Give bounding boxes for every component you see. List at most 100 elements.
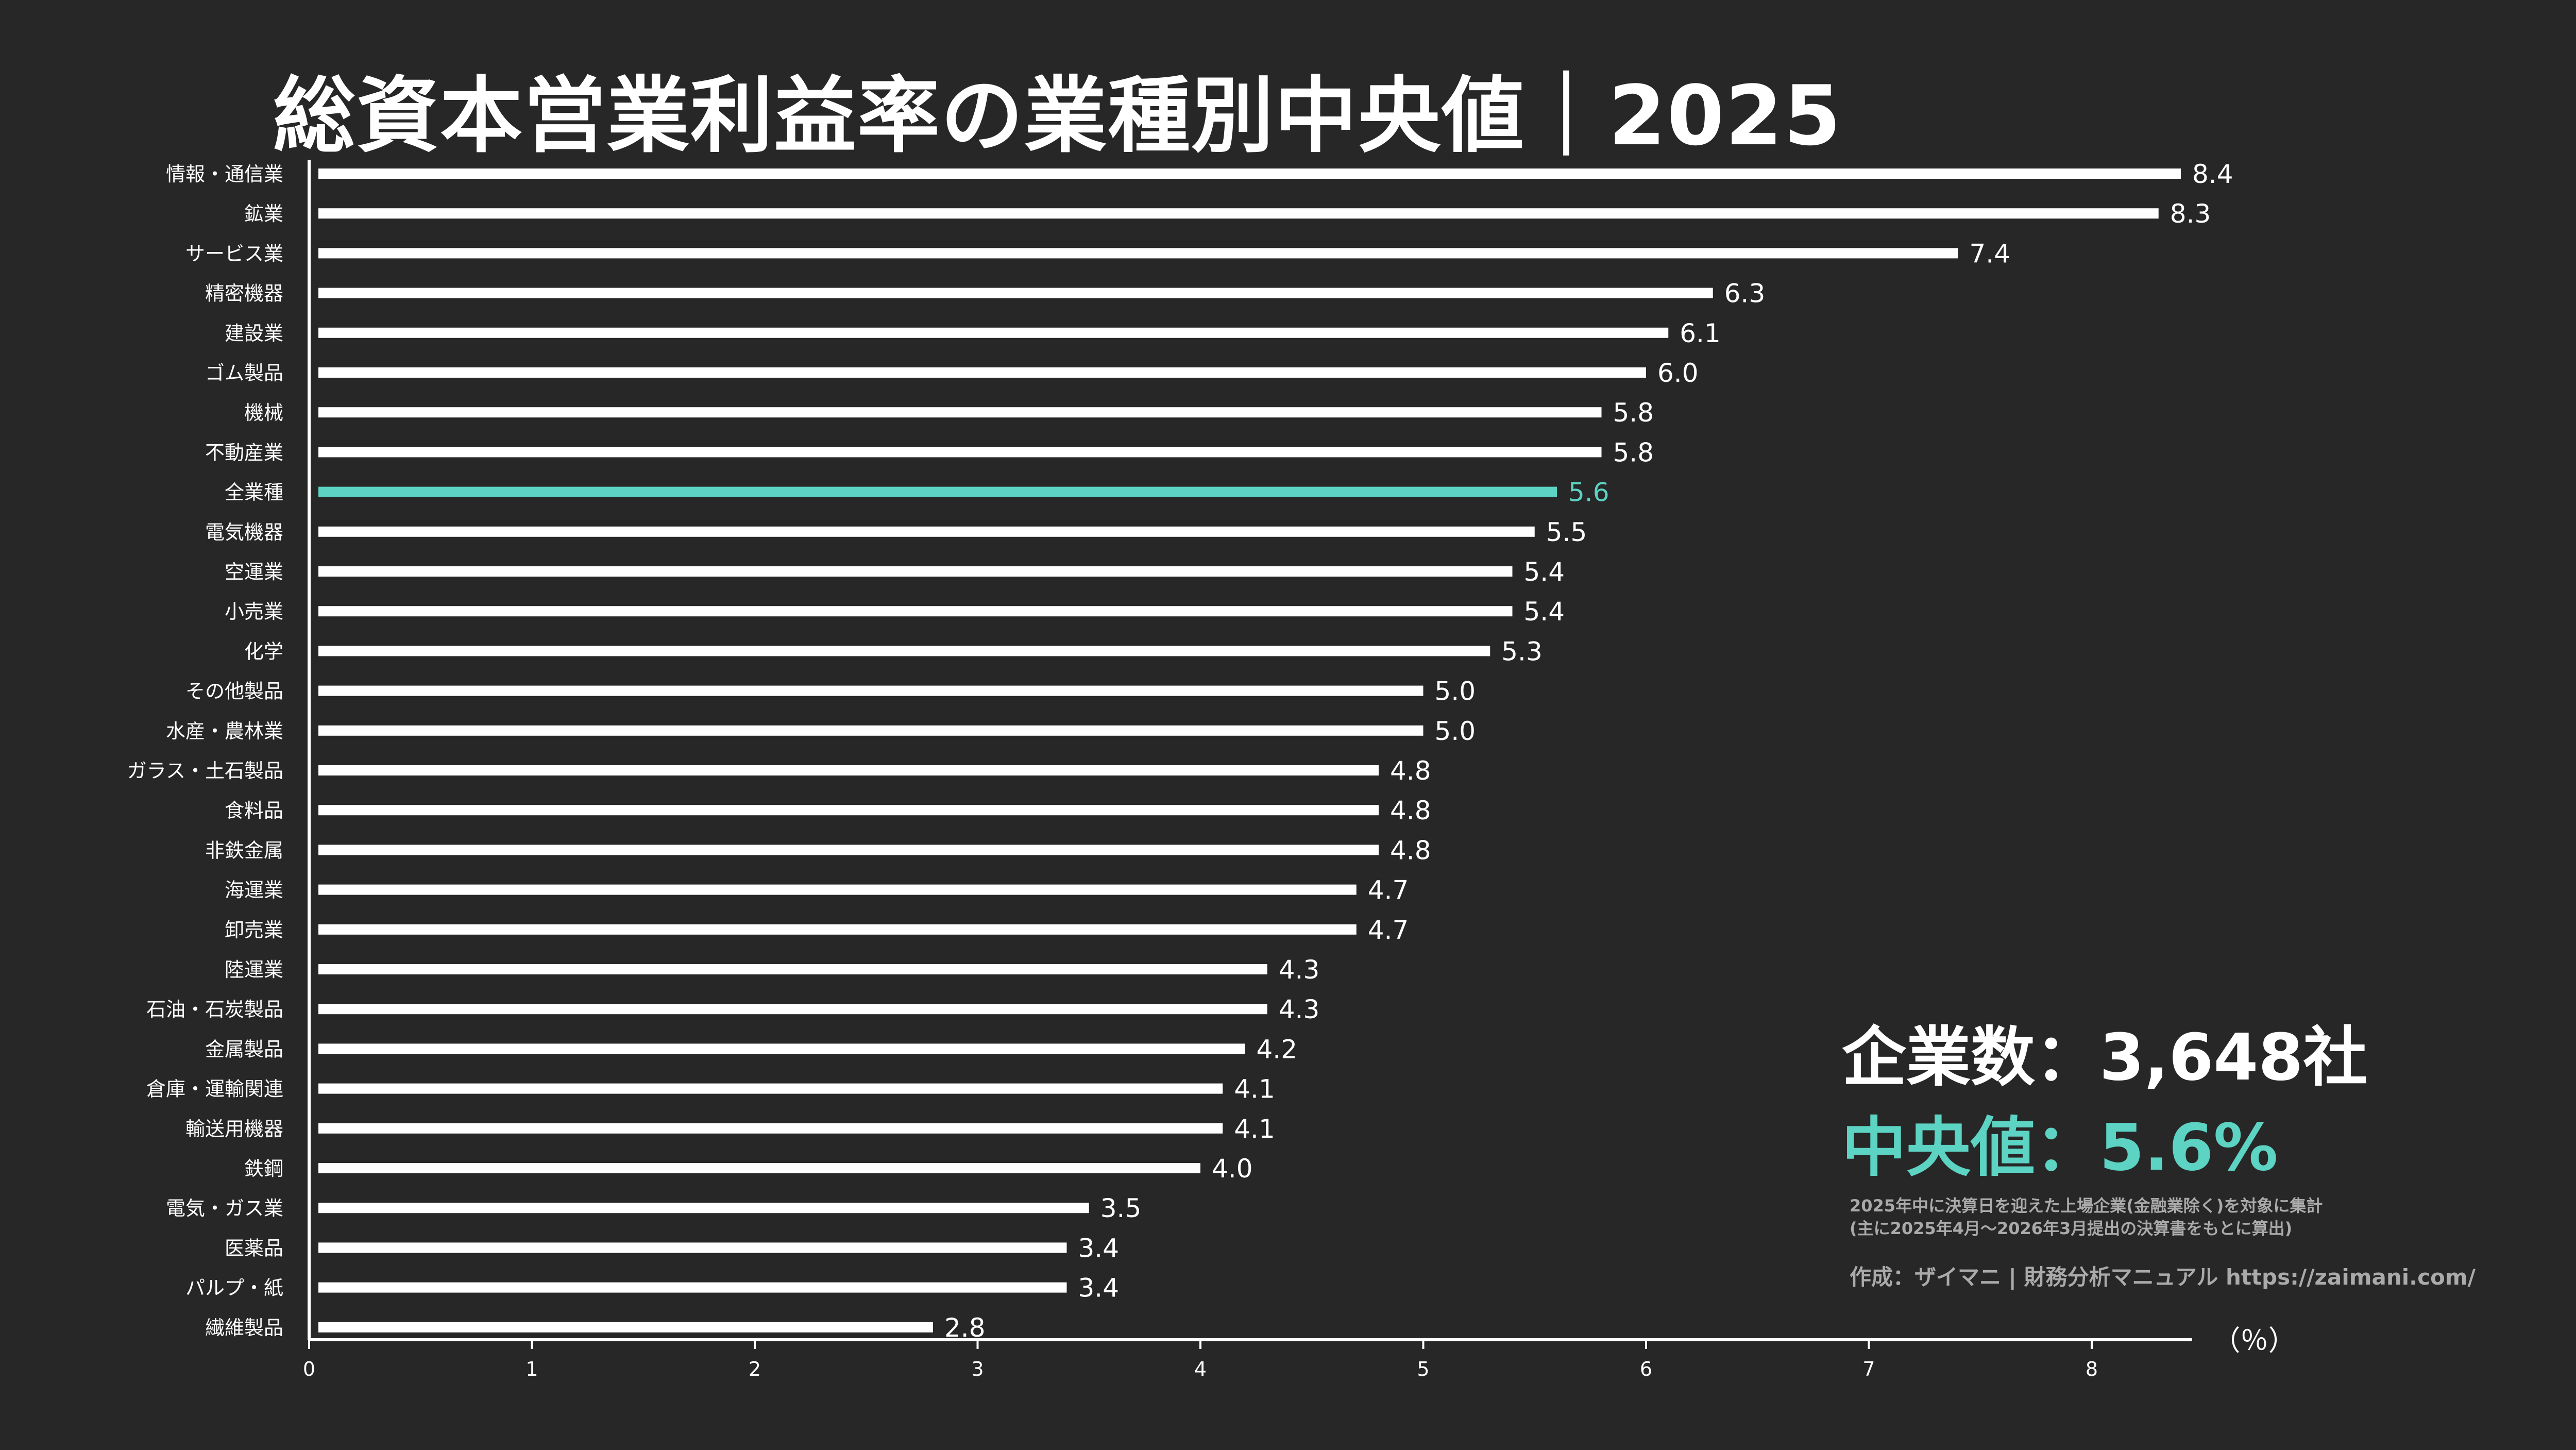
bar (318, 327, 1669, 338)
category-label: ガラス・土石製品 (127, 760, 283, 782)
value-label: 6.0 (1657, 358, 1699, 388)
bar (318, 288, 1713, 298)
category-label: 非鉄金属 (205, 839, 283, 862)
category-label: 食料品 (225, 799, 283, 822)
value-label: 2.8 (944, 1313, 986, 1343)
category-label: 鉱業 (244, 203, 283, 225)
bar (318, 1083, 1223, 1094)
value-label: 6.1 (1680, 318, 1721, 348)
bar (318, 208, 2159, 219)
bar (318, 447, 1602, 458)
category-label: 海運業 (225, 879, 283, 902)
bar (318, 765, 1379, 775)
x-tick-label: 3 (971, 1358, 984, 1380)
category-label: 石油・石炭製品 (146, 998, 283, 1021)
bar (318, 1282, 1067, 1293)
note-line-2: (主に2025年4月～2026年3月提出の決算書をもとに算出) (1850, 1219, 2293, 1238)
value-label: 3.4 (1078, 1233, 1120, 1263)
category-label: 全業種 (225, 481, 283, 504)
value-label: 4.2 (1257, 1034, 1298, 1064)
category-label: 卸売業 (225, 919, 283, 941)
bar (318, 924, 1357, 935)
median-value: 中央値：5.6% (1842, 1110, 2278, 1185)
value-label: 5.8 (1613, 437, 1654, 467)
category-label: 倉庫・運輸関連 (146, 1078, 283, 1101)
bar (318, 566, 1513, 577)
bar (318, 1203, 1089, 1213)
bar (318, 606, 1513, 617)
category-label: 鉄鋼 (244, 1157, 283, 1180)
category-label: 情報・通信業 (166, 163, 283, 186)
credit-text: 作成：ザイマニ | 財務分析マニュアル https://zaimani.com/ (1850, 1264, 2476, 1290)
value-label: 8.3 (2170, 199, 2211, 229)
value-label: 5.8 (1613, 398, 1654, 428)
bar (318, 1004, 1267, 1015)
value-label: 4.7 (1368, 875, 1409, 905)
x-axis-unit-label: （％） (2213, 1324, 2296, 1357)
category-label: 陸運業 (225, 958, 283, 981)
bar (318, 646, 1490, 656)
x-tick-label: 5 (1417, 1358, 1429, 1380)
x-tick-label: 4 (1194, 1358, 1207, 1380)
value-label: 5.0 (1435, 677, 1476, 706)
bar (318, 725, 1423, 736)
category-label: 輸送用機器 (185, 1118, 283, 1140)
value-label: 8.4 (2192, 159, 2233, 189)
bar (318, 884, 1357, 895)
value-label: 4.1 (1234, 1074, 1275, 1104)
x-tick-label: 2 (749, 1358, 761, 1380)
category-label: パルプ・紙 (185, 1277, 283, 1300)
value-label: 7.4 (1970, 239, 2011, 268)
value-label: 4.3 (1279, 955, 1320, 985)
value-label: 5.4 (1524, 597, 1565, 627)
category-label: 精密機器 (205, 282, 283, 305)
value-label: 4.7 (1368, 915, 1409, 945)
bar (318, 1242, 1067, 1253)
category-label: 小売業 (225, 600, 283, 623)
x-tick-label: 1 (526, 1358, 538, 1380)
category-label: 繊維製品 (205, 1317, 283, 1339)
value-label: 4.0 (1212, 1154, 1253, 1184)
bar (318, 964, 1267, 974)
value-label: 4.8 (1390, 796, 1431, 825)
category-label: その他製品 (185, 680, 283, 703)
bar (318, 486, 1557, 497)
category-label: 不動産業 (205, 441, 283, 464)
company-count: 企業数：3,648社 (1842, 1020, 2368, 1095)
value-label: 5.3 (1501, 636, 1543, 666)
bar (318, 805, 1379, 816)
x-tick-label: 7 (1862, 1358, 1875, 1380)
value-label: 4.1 (1234, 1114, 1275, 1144)
category-label: 機械 (244, 401, 283, 424)
bar (318, 367, 1646, 378)
bar (318, 1123, 1223, 1134)
value-label: 4.3 (1279, 994, 1320, 1024)
chart-title: 総資本営業利益率の業種別中央値｜2025 (273, 68, 1842, 164)
value-label: 5.5 (1546, 517, 1587, 547)
category-label: サービス業 (185, 242, 283, 265)
value-label: 5.0 (1435, 716, 1476, 746)
category-label: 化学 (244, 640, 283, 663)
category-label: 電気・ガス業 (166, 1197, 283, 1220)
bar (318, 248, 1958, 259)
category-label: 金属製品 (205, 1038, 283, 1060)
bar (318, 526, 1535, 537)
value-label: 4.8 (1390, 756, 1431, 786)
value-label: 5.4 (1524, 557, 1565, 587)
category-label: 空運業 (225, 561, 283, 583)
value-label: 4.8 (1390, 835, 1431, 865)
x-tick-label: 8 (2086, 1358, 2098, 1380)
category-label: 電気機器 (205, 521, 283, 544)
note-line-1: 2025年中に決算日を迎えた上場企業(金融業除く)を対象に集計 (1850, 1196, 2323, 1216)
bar (318, 1322, 933, 1333)
value-label: 3.4 (1078, 1273, 1120, 1303)
methodology-note: 2025年中に決算日を迎えた上場企業(金融業除く)を対象に集計 (主に2025年… (1850, 1194, 2323, 1240)
value-label: 3.5 (1100, 1193, 1142, 1223)
category-label: 医薬品 (225, 1237, 283, 1259)
bar (318, 1043, 1245, 1054)
value-label: 5.6 (1568, 478, 1609, 508)
category-label: 水産・農林業 (166, 720, 283, 743)
bar (318, 1163, 1200, 1173)
category-label: ゴム製品 (205, 362, 283, 384)
